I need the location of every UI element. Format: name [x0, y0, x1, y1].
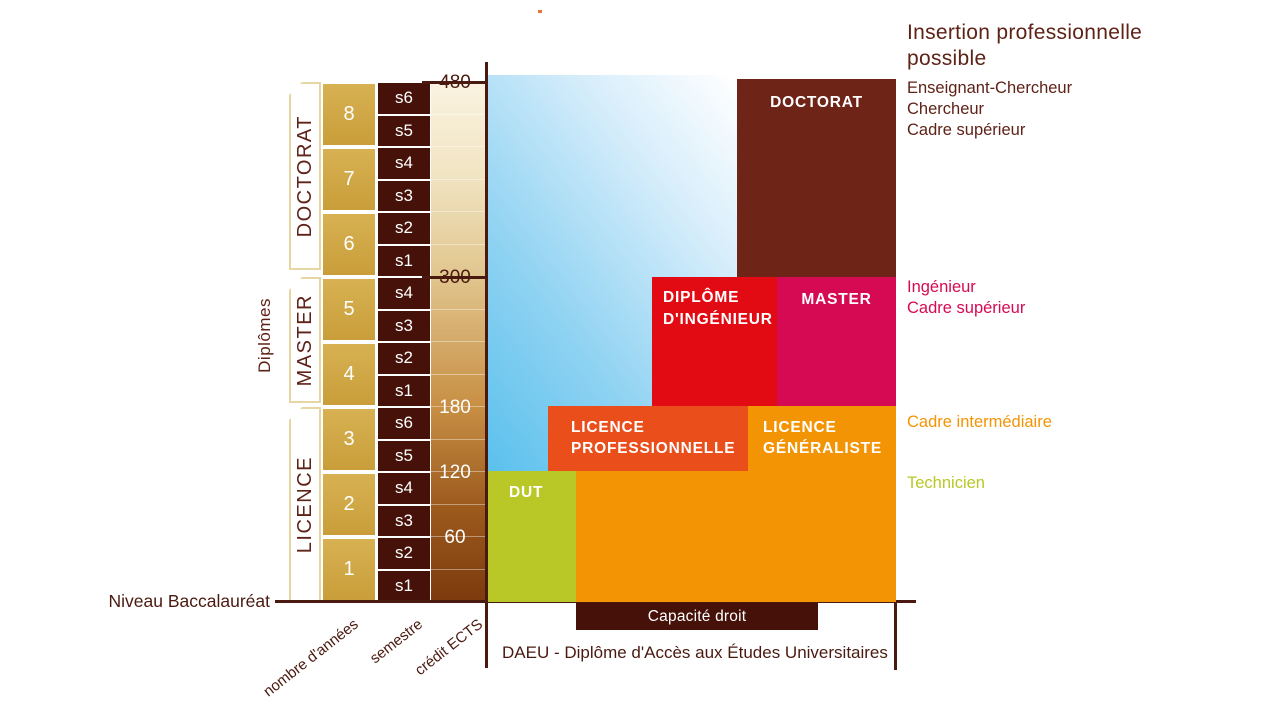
year-cell-8: 8 — [321, 82, 377, 147]
insertion-line: Cadre supérieur — [907, 121, 1026, 139]
cycle-tab-master-label: MASTER — [293, 293, 316, 387]
semester-cell: s1 — [377, 374, 431, 407]
semester-cell: s4 — [377, 147, 431, 180]
year-cell-7: 7 — [321, 147, 377, 212]
column-label-annees: nombre d'années — [259, 615, 362, 701]
semester-cell: s3 — [377, 309, 431, 342]
semester-cell: s1 — [377, 569, 431, 602]
year-cell-5: 5 — [321, 277, 377, 342]
block-capacite-droit: Capacité droit — [576, 603, 818, 630]
daeu-label: DAEU - Diplôme d'Accès aux Études Univer… — [502, 643, 888, 662]
cycle-tab-doctorat-label: DOCTORAT — [293, 114, 316, 238]
semester-cell: s5 — [377, 114, 431, 147]
insertion-group-doctorat: Enseignant-Chercheur Chercheur Cadre sup… — [907, 78, 1072, 141]
ects-tickline-480 — [422, 81, 490, 84]
insertion-line: Ingénieur — [907, 278, 976, 296]
year-cell-6: 6 — [321, 212, 377, 277]
block-licence-pro: LICENCE PROFESSIONNELLE — [548, 406, 748, 471]
year-cell-1: 1 — [321, 537, 377, 602]
diplomas-axis-label: Diplômes — [255, 297, 274, 373]
niveau-baccalaureat-label: Niveau Baccalauréat — [108, 591, 270, 611]
insertion-line: Enseignant-Chercheur — [907, 79, 1073, 97]
insertion-group-master: Ingénieur Cadre supérieur — [907, 277, 1025, 319]
insertion-line: Cadre intermédiaire — [907, 413, 1052, 431]
block-master: MASTER — [777, 277, 896, 406]
semester-cell: s6 — [377, 407, 431, 440]
ects-tick-60: 60 — [444, 527, 466, 548]
decorative-dot — [538, 10, 542, 13]
diplomas-axis-label-wrap: Diplômes — [248, 290, 282, 380]
insertion-line: Chercheur — [907, 100, 985, 118]
block-doctorat: DOCTORAT — [737, 79, 896, 277]
year-cell-4: 4 — [321, 342, 377, 407]
semester-cell: s4 — [377, 472, 431, 505]
block-licence-generaliste: LICENCE GÉNÉRALISTE — [748, 406, 896, 471]
insertion-line: Technicien — [907, 474, 985, 492]
ects-tick-120: 120 — [439, 462, 471, 483]
semester-cell: s3 — [377, 504, 431, 537]
semester-cell: s2 — [377, 212, 431, 245]
cycle-tab-licence-label: LICENCE — [293, 455, 316, 554]
block-dut: DUT — [488, 471, 576, 602]
year-cell-2: 2 — [321, 472, 377, 537]
year-cell-3: 3 — [321, 407, 377, 472]
semester-cell: s1 — [377, 244, 431, 277]
ects-tick-180: 180 — [439, 397, 471, 418]
ects-tickline-300 — [422, 276, 490, 279]
semester-cell: s2 — [377, 342, 431, 375]
semester-cell: s5 — [377, 439, 431, 472]
insertion-title: Insertion professionnelle possible — [907, 21, 1143, 70]
insertion-line: Cadre supérieur — [907, 299, 1026, 317]
semester-cell: s6 — [377, 82, 431, 115]
block-orange-base — [576, 471, 896, 602]
cycle-tab-doctorat: DOCTORAT — [289, 82, 321, 270]
ects-credit-column — [431, 82, 487, 602]
cycle-tab-licence: LICENCE — [289, 407, 321, 602]
cycle-tab-master: MASTER — [289, 277, 321, 403]
block-diplome-ingenieur: DIPLÔME D'INGÉNIEUR — [652, 277, 777, 406]
semester-cell: s3 — [377, 179, 431, 212]
column-label-semestre: semestre — [367, 615, 427, 668]
insertion-group-dut: Technicien — [907, 473, 985, 494]
daeu-right-bracket-line — [894, 602, 897, 670]
semester-cell: s2 — [377, 537, 431, 570]
vertical-axis-line — [485, 62, 488, 668]
insertion-group-licence: Cadre intermédiaire — [907, 412, 1052, 433]
semester-cell: s4 — [377, 277, 431, 310]
